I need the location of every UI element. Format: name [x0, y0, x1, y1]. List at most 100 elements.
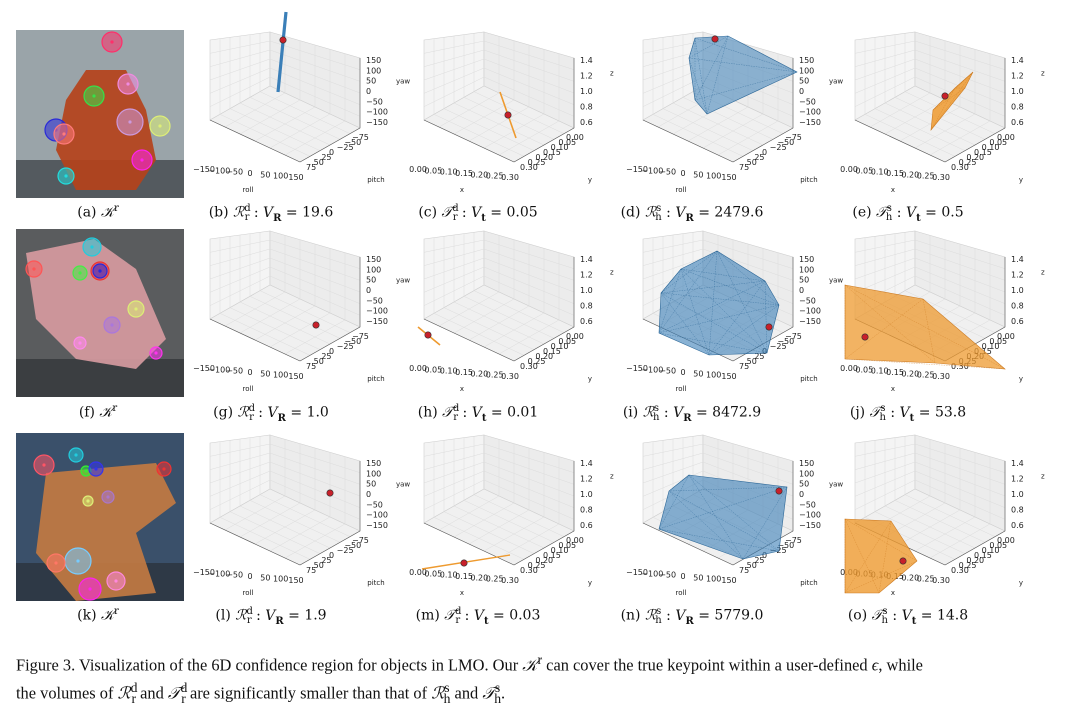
y-axis-line — [732, 127, 794, 163]
y-tick-label: 0.20 — [535, 352, 553, 361]
x-tick-label: 150 — [721, 173, 736, 182]
panel-value: 19.6 — [302, 204, 334, 221]
keypoint-marker — [765, 323, 773, 331]
x-tick-label: 0.20 — [470, 369, 488, 378]
z-tick-label: −150 — [799, 521, 821, 530]
z-tick-label: 0 — [366, 286, 371, 295]
keypoint-marker — [460, 559, 468, 567]
z-axis-label: z — [1041, 473, 1045, 481]
x-axis-label: x — [891, 589, 895, 597]
x-tick-label: −100 — [208, 569, 230, 578]
z-tick-label: 150 — [366, 459, 381, 468]
x-tick-label: 0.30 — [932, 173, 950, 182]
keypoint-marker — [312, 321, 320, 329]
grid-line — [483, 275, 575, 316]
z-tick-label: 0.6 — [580, 118, 593, 127]
y-tick-label: −75 — [352, 536, 369, 545]
z-tick-label: 1.2 — [1011, 72, 1024, 81]
z-tick-label: 1.0 — [1011, 87, 1024, 96]
x-tick-label: 0.25 — [486, 371, 504, 380]
x-axis-line — [209, 119, 301, 163]
x-tick-label: −150 — [626, 364, 648, 373]
y-tick-label: 0.15 — [974, 551, 992, 560]
figure-caption: Figure 3. Visualization of the 6D confid… — [16, 652, 923, 707]
x-axis-label: roll — [676, 385, 687, 393]
y-tick-label: 50 — [314, 561, 324, 570]
x-tick-label: −100 — [208, 166, 230, 175]
keypoint-marker — [775, 487, 783, 495]
y-tick-label: 0.05 — [989, 138, 1007, 147]
x-tick-label: 0.15 — [886, 368, 904, 377]
z-tick-label: 0.8 — [580, 506, 593, 515]
region-mesh-edge — [688, 57, 798, 73]
panel-letter: (f) — [78, 404, 100, 421]
region-mesh-edge — [716, 250, 780, 306]
keypoint-dot — [62, 132, 66, 136]
y-tick-label: 50 — [314, 357, 324, 366]
y-tick-label: −25 — [337, 546, 354, 555]
region-mesh-edge — [930, 87, 956, 131]
z-tick-label: 0.6 — [580, 317, 593, 326]
panel-caption: (l) ℛdr : VR = 1.9 — [215, 606, 327, 627]
region-mesh-edge — [844, 298, 924, 360]
panel-symbol: ℛ — [644, 607, 657, 624]
x-axis-line — [423, 119, 515, 163]
keypoint-photo — [16, 433, 184, 601]
panel-letter: (a) — [77, 204, 101, 221]
translation-region — [844, 518, 918, 594]
y-tick-label: 0.00 — [997, 536, 1015, 545]
rotation-region-plot: 150 100 50 0 −50 −100 −150 yaw −150 −100 −50 0 50 100… — [193, 229, 410, 397]
x-tick-label: 0 — [247, 572, 252, 581]
panel-caption: (f) 𝒦r — [78, 403, 118, 421]
y-tick-label: −25 — [770, 143, 787, 152]
keypoint-dot — [90, 245, 94, 249]
y-tick-label: −75 — [785, 133, 802, 142]
z-axis-label: z — [610, 269, 614, 277]
x-axis-label: roll — [243, 186, 254, 194]
z-tick-label: 150 — [366, 255, 381, 264]
z-tick-label: 150 — [366, 56, 381, 65]
y-tick-label: 0.15 — [543, 148, 561, 157]
keypoint-dot — [76, 559, 80, 563]
region-mesh-edge — [668, 490, 780, 552]
panel-letter: (o) — [847, 607, 872, 624]
grid-line — [269, 479, 361, 520]
z-tick-label: 100 — [366, 469, 381, 478]
z-tick-label: 0 — [799, 490, 804, 499]
panel-letter: (m) — [415, 607, 445, 624]
region-mesh-edge — [764, 280, 768, 354]
x-tick-label: 0.05 — [424, 569, 442, 578]
x-tick-label: 0.05 — [855, 166, 873, 175]
x-tick-label: 0.20 — [470, 170, 488, 179]
x-tick-label: 50 — [260, 170, 270, 179]
x-tick-label: −50 — [659, 571, 676, 580]
x-tick-label: 0.25 — [486, 575, 504, 584]
z-tick-label: 1.2 — [580, 271, 593, 280]
panel-letter: (g) — [213, 404, 238, 421]
grid-line — [423, 275, 485, 306]
x-tick-label: 100 — [706, 575, 721, 584]
panel-caption: (k) 𝒦r — [77, 606, 119, 624]
y-axis-label: pitch — [800, 375, 817, 383]
region-mesh-edge — [680, 268, 766, 282]
keypoint-photo — [16, 229, 184, 397]
z-tick-label: 100 — [799, 66, 814, 75]
y-tick-label: 25 — [321, 153, 331, 162]
y-axis-label: pitch — [800, 579, 817, 587]
panel-value: 0.03 — [509, 607, 541, 624]
y-tick-label: −75 — [785, 332, 802, 341]
region-mesh-edge — [694, 71, 798, 101]
panel-symbol: 𝒯 — [869, 404, 881, 421]
y-tick-label: 0.00 — [566, 133, 584, 142]
panel-value: 53.8 — [934, 404, 967, 421]
x-tick-label: 0.15 — [455, 572, 473, 581]
y-axis-label: y — [1019, 579, 1023, 587]
x-tick-label: −150 — [193, 165, 215, 174]
y-axis-line — [299, 530, 361, 566]
keypoint-marker — [899, 557, 907, 565]
keypoint-dot — [78, 341, 82, 345]
x-tick-label: −50 — [659, 168, 676, 177]
x-axis-label: x — [460, 385, 464, 393]
